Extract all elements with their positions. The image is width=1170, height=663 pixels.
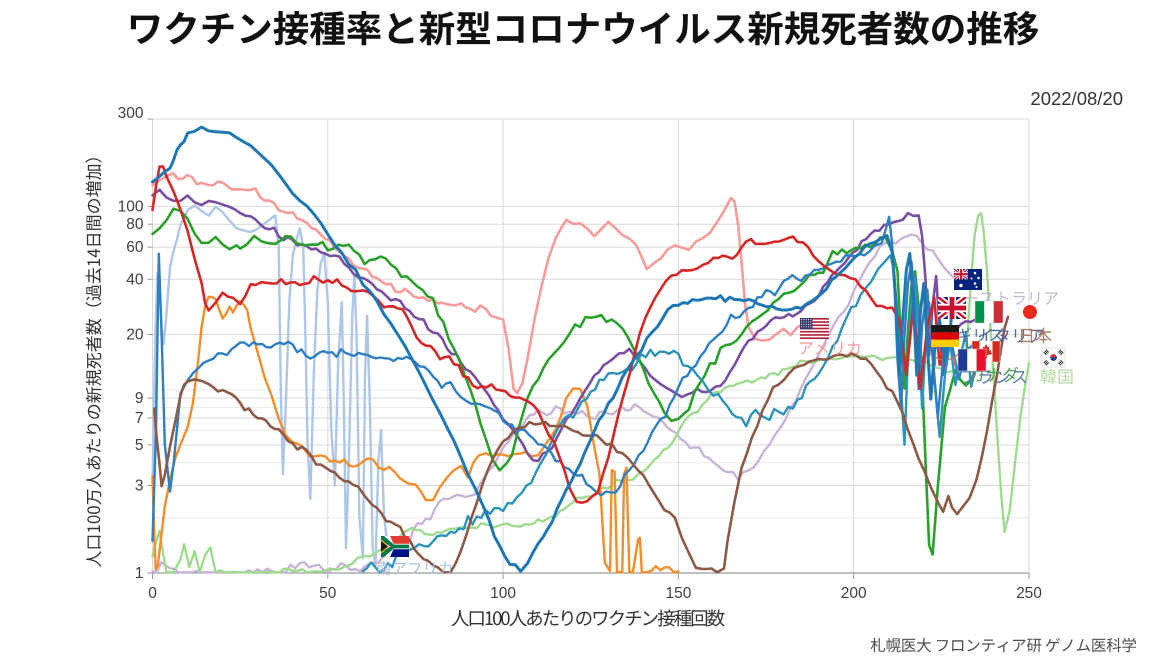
- svg-text:100: 100: [118, 198, 144, 215]
- svg-text:2022/08/20: 2022/08/20: [1030, 88, 1123, 109]
- svg-text:40: 40: [126, 271, 144, 288]
- svg-text:200: 200: [841, 585, 867, 602]
- svg-text:100: 100: [490, 585, 516, 602]
- svg-text:150: 150: [665, 585, 691, 602]
- svg-text:3: 3: [135, 478, 144, 495]
- svg-text:300: 300: [118, 105, 144, 122]
- svg-text:60: 60: [126, 239, 144, 256]
- svg-text:50: 50: [319, 585, 337, 602]
- svg-text:5: 5: [135, 437, 144, 454]
- svg-text:0: 0: [148, 585, 157, 602]
- svg-text:20: 20: [126, 327, 144, 344]
- svg-text:80: 80: [126, 216, 144, 233]
- svg-text:1: 1: [135, 565, 144, 582]
- svg-text:250: 250: [1016, 585, 1042, 602]
- svg-text:7: 7: [135, 410, 144, 427]
- svg-text:9: 9: [135, 390, 144, 407]
